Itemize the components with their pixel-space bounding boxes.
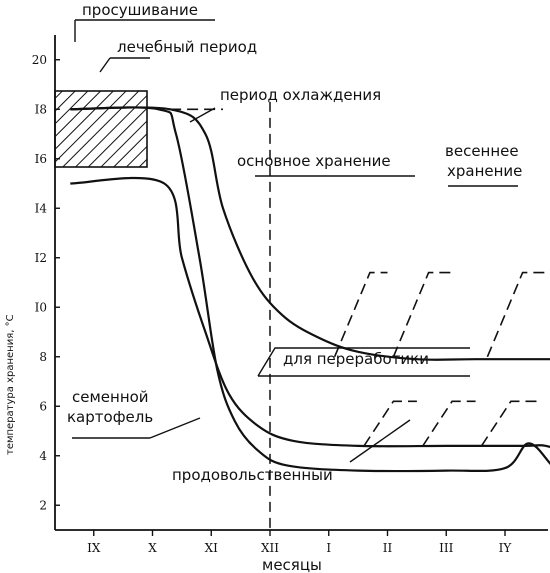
y-tick-label: I0 bbox=[35, 300, 47, 314]
annotation-line bbox=[149, 417, 201, 439]
annotation-line bbox=[189, 107, 216, 123]
annotation-cooling: период охлаждения bbox=[220, 86, 381, 104]
y-tick-label: I8 bbox=[35, 102, 47, 116]
annotation-line bbox=[349, 419, 411, 463]
dashed-series-line bbox=[422, 400, 476, 447]
x-tick-label: X bbox=[148, 541, 157, 555]
solid-series-line bbox=[70, 106, 550, 361]
y-tick-label: I6 bbox=[35, 152, 47, 166]
y-tick-label: 20 bbox=[32, 53, 47, 67]
solid-series-line bbox=[70, 106, 550, 473]
y-tick-label: 2 bbox=[39, 498, 47, 512]
x-tick-label: XI bbox=[205, 541, 219, 555]
annotation-line bbox=[99, 57, 111, 73]
x-tick-label: XII bbox=[261, 541, 279, 555]
treatment-hatch-area bbox=[54, 90, 148, 168]
solid-series-line bbox=[70, 176, 550, 449]
dashed-series-line bbox=[333, 271, 388, 358]
x-tick-label: II bbox=[383, 541, 393, 555]
annotation-processing: для переработики bbox=[283, 350, 429, 368]
annotation-main-storage: основное хранение bbox=[237, 152, 391, 170]
dashed-series-line bbox=[486, 271, 547, 358]
x-tick-label: IX bbox=[87, 541, 101, 555]
y-tick-label: 4 bbox=[39, 449, 47, 463]
annotation-spring-1: весеннее bbox=[445, 142, 519, 160]
dashed-series-line bbox=[363, 400, 417, 447]
y-tick-label: 6 bbox=[39, 399, 47, 413]
annotation-treatment: лечебный период bbox=[117, 38, 257, 56]
y-tick-label: I4 bbox=[35, 201, 48, 215]
annotation-seed-2: картофель bbox=[67, 408, 153, 426]
solid-series-group bbox=[70, 106, 550, 473]
dashed-series-group bbox=[170, 108, 547, 447]
x-tick-label: III bbox=[439, 541, 453, 555]
annotation-spring-2: хранение bbox=[447, 162, 522, 180]
y-tick-label: 8 bbox=[39, 350, 47, 364]
dashed-series-line bbox=[480, 400, 541, 447]
annotation-drying: просушивание bbox=[82, 1, 198, 19]
annotation-line bbox=[257, 347, 470, 377]
y-tick-label: I2 bbox=[35, 251, 47, 265]
annotation-seed-1: семенной bbox=[72, 388, 149, 406]
x-tick-label: IY bbox=[499, 541, 513, 555]
dashed-series-line bbox=[392, 271, 453, 358]
annotation-group: просушивание лечебный период период охла… bbox=[5, 1, 522, 573]
annotation-food: продовольственный bbox=[172, 466, 333, 484]
x-tick-label: I bbox=[326, 541, 331, 555]
y-axis-label: температура хранения, °C bbox=[5, 314, 16, 455]
x-axis-label: месяцы bbox=[262, 556, 322, 573]
